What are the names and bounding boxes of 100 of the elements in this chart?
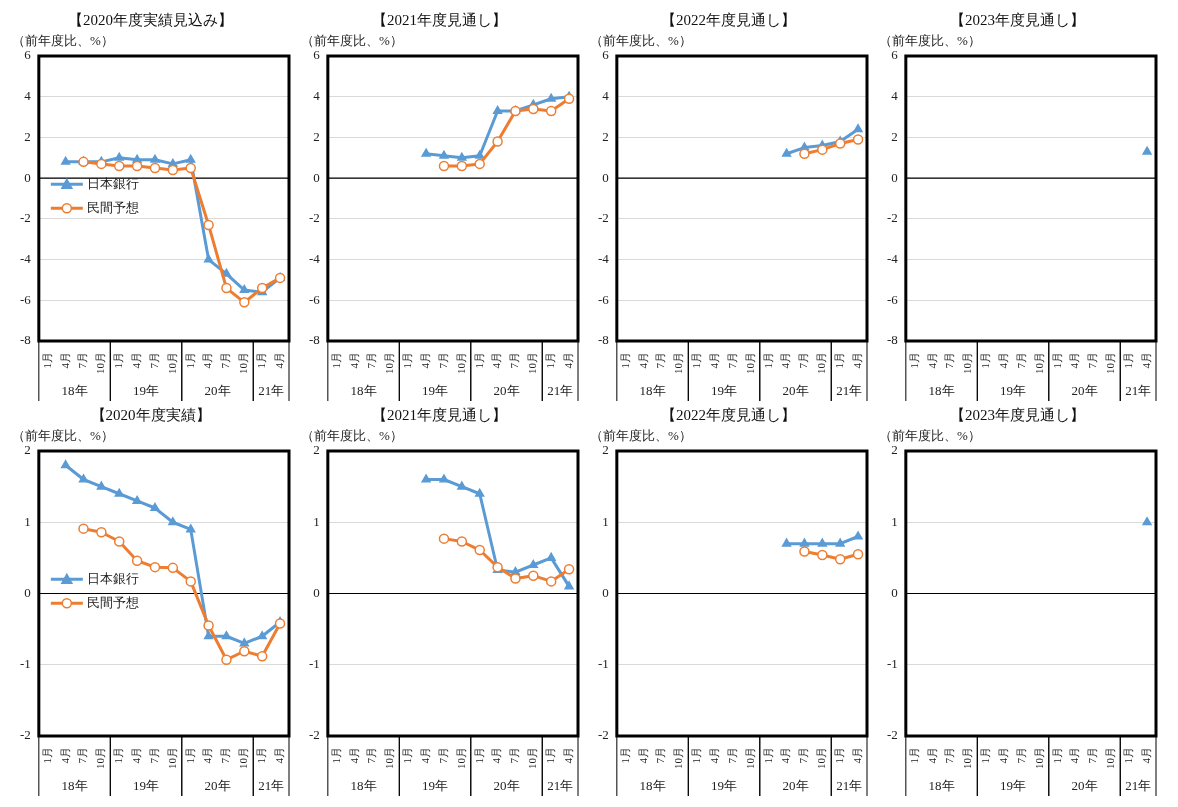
x-tick-label: 1月 xyxy=(544,352,557,369)
x-tick-label: 4月 xyxy=(636,352,649,369)
text: 19年 xyxy=(1000,778,1027,793)
x-tick-label: 1月 xyxy=(255,747,268,764)
text: 18年 xyxy=(350,778,377,793)
y-tick-label: 6 xyxy=(891,47,899,63)
y-tick-label: -6 xyxy=(19,291,32,307)
y-tick-label: 2 xyxy=(602,442,609,458)
text: 19年 xyxy=(711,778,738,793)
y-tick-label: 2 xyxy=(313,128,320,144)
x-tick-label: 1月 xyxy=(690,747,703,764)
y-tick-label: -2 xyxy=(886,727,898,743)
x-tick-label: 4月 xyxy=(130,747,142,764)
x-tick-label: 7月 xyxy=(219,352,232,369)
x-tick-label: 4月 xyxy=(490,352,503,369)
x-tick-label: 1月 xyxy=(183,747,196,764)
x-tick-label: 1月 xyxy=(618,747,631,764)
x-tick-label: 10月 xyxy=(526,352,539,374)
text: 20年 xyxy=(204,383,231,398)
legend-label: 日本銀行 xyxy=(86,570,139,586)
y-tick-label: 2 xyxy=(891,442,898,458)
x-tick-label: 7月 xyxy=(654,747,667,764)
text: 21年 xyxy=(836,383,863,398)
x-tick-label: 10月 xyxy=(743,747,756,769)
x-tick-label: 7月 xyxy=(797,747,810,764)
x-tick-label: 1月 xyxy=(329,747,342,764)
y-tick-label: 0 xyxy=(891,584,898,600)
x-tick-label: 7月 xyxy=(1014,352,1027,369)
y-tick-label: 0 xyxy=(24,169,31,185)
x-tick-label: 10月 xyxy=(1104,747,1117,769)
y-tick-label: -1 xyxy=(886,656,898,672)
y-axis-title: （前年度比、%） xyxy=(590,32,692,48)
x-tick-label: 7月 xyxy=(436,747,449,764)
x-tick-label: 7月 xyxy=(725,747,738,764)
text: 18年 xyxy=(61,778,88,793)
text: 19年 xyxy=(422,778,449,793)
x-tick-label: 1月 xyxy=(690,352,703,369)
x-tick-label: 7月 xyxy=(147,352,160,369)
x-tick-label: 4月 xyxy=(419,352,431,369)
x-tick-label: 1月 xyxy=(472,352,485,369)
x-tick-label: 4月 xyxy=(925,747,938,764)
text: 20年 xyxy=(204,778,231,793)
x-tick-label: 7月 xyxy=(508,747,521,764)
x-tick-label: 1月 xyxy=(40,747,53,764)
x-tick-label: 7月 xyxy=(219,747,232,764)
text: 19年 xyxy=(1000,383,1027,398)
x-tick-label: 10月 xyxy=(815,352,828,374)
x-tick-label: 7月 xyxy=(76,747,89,764)
text: 20年 xyxy=(782,778,809,793)
text: 18年 xyxy=(639,383,666,398)
x-tick-label: 4月 xyxy=(201,747,214,764)
y-tick-label: -8 xyxy=(19,332,31,348)
x-tick-label: 4月 xyxy=(1139,352,1152,369)
x-tick-label: 10月 xyxy=(383,747,396,769)
x-tick-label: 1月 xyxy=(1050,747,1063,764)
x-tick-label: 4月 xyxy=(419,747,431,764)
y-tick-label: 2 xyxy=(891,128,898,144)
y-axis-title: （前年度比、%） xyxy=(12,427,114,443)
text: 20年 xyxy=(1071,383,1098,398)
x-tick-label: 7月 xyxy=(508,352,521,369)
y-tick-label: -2 xyxy=(597,727,609,743)
x-tick-label: 1月 xyxy=(329,352,342,369)
x-tick-label: 7月 xyxy=(147,747,160,764)
x-tick-label: 1月 xyxy=(112,747,125,764)
text: 18年 xyxy=(639,778,666,793)
y-tick-label: 2 xyxy=(24,128,31,144)
legend-label: 民間予想 xyxy=(86,199,139,215)
x-tick-label: 1月 xyxy=(183,352,196,369)
x-tick-label: 1月 xyxy=(907,747,920,764)
y-tick-label: -4 xyxy=(19,250,32,266)
chart-title: 【2023年度見通し】 xyxy=(950,11,1085,28)
x-tick-label: 10月 xyxy=(383,352,396,374)
text: 18年 xyxy=(928,383,955,398)
y-tick-label: -2 xyxy=(597,210,609,226)
x-tick-label: 1月 xyxy=(1122,352,1135,369)
text: 20年 xyxy=(493,778,520,793)
x-tick-label: 4月 xyxy=(997,747,1009,764)
y-tick-label: 0 xyxy=(24,584,31,600)
x-tick-label: 1月 xyxy=(761,352,774,369)
text: 21年 xyxy=(258,778,285,793)
x-tick-label: 7月 xyxy=(365,352,378,369)
y-axis-title: （前年度比、%） xyxy=(879,427,981,443)
y-tick-label: 0 xyxy=(891,169,898,185)
x-tick-label: 7月 xyxy=(76,352,89,369)
x-tick-label: 4月 xyxy=(997,352,1009,369)
y-axis-title: （前年度比、%） xyxy=(590,427,692,443)
x-tick-label: 4月 xyxy=(561,747,574,764)
text: 21年 xyxy=(258,383,285,398)
y-tick-label: 6 xyxy=(24,47,32,63)
x-tick-label: 10月 xyxy=(672,352,685,374)
x-tick-label: 4月 xyxy=(708,352,720,369)
x-tick-label: 1月 xyxy=(618,352,631,369)
y-tick-label: -2 xyxy=(886,210,898,226)
y-axis-title: （前年度比、%） xyxy=(12,32,114,48)
x-tick-label: 1月 xyxy=(907,352,920,369)
x-tick-label: 1月 xyxy=(544,747,557,764)
x-tick-label: 7月 xyxy=(1086,352,1099,369)
x-tick-label: 4月 xyxy=(130,352,142,369)
x-tick-label: 10月 xyxy=(815,747,828,769)
text: 18年 xyxy=(928,778,955,793)
